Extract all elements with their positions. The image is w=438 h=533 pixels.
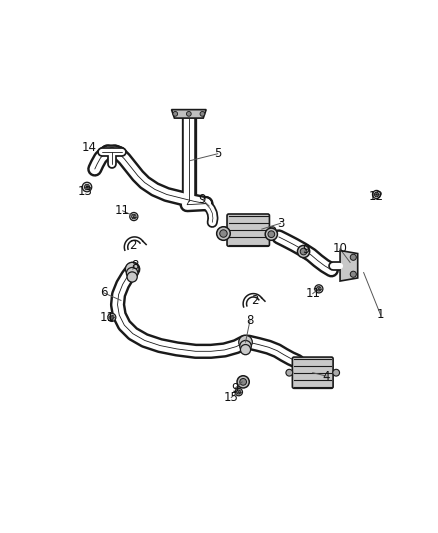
- Polygon shape: [340, 251, 358, 281]
- Text: 14: 14: [82, 141, 97, 154]
- Circle shape: [240, 344, 251, 354]
- Text: 4: 4: [322, 369, 330, 383]
- Text: 11: 11: [100, 311, 115, 324]
- Text: 9: 9: [231, 382, 238, 395]
- Text: 8: 8: [246, 314, 254, 327]
- Circle shape: [127, 268, 138, 279]
- Circle shape: [130, 213, 138, 221]
- Polygon shape: [172, 110, 206, 118]
- Circle shape: [374, 192, 379, 197]
- Text: 9: 9: [199, 193, 206, 206]
- Text: 9: 9: [302, 243, 310, 256]
- Circle shape: [82, 182, 92, 192]
- Circle shape: [237, 390, 241, 394]
- Circle shape: [240, 341, 251, 352]
- Text: 6: 6: [100, 286, 108, 300]
- Text: 1: 1: [377, 309, 385, 321]
- Circle shape: [240, 378, 247, 385]
- Circle shape: [127, 272, 137, 282]
- Circle shape: [300, 248, 307, 255]
- Text: 8: 8: [131, 259, 138, 272]
- Text: 2: 2: [129, 239, 137, 252]
- Circle shape: [268, 231, 275, 238]
- Circle shape: [269, 227, 276, 233]
- Text: 11: 11: [115, 204, 130, 217]
- Circle shape: [108, 313, 116, 321]
- Text: 15: 15: [224, 391, 239, 404]
- Circle shape: [131, 214, 136, 219]
- Text: 10: 10: [332, 243, 347, 255]
- Circle shape: [265, 228, 277, 240]
- Circle shape: [333, 369, 339, 376]
- Text: 5: 5: [214, 147, 221, 160]
- Circle shape: [217, 227, 230, 240]
- Text: 3: 3: [277, 217, 284, 230]
- Circle shape: [221, 227, 227, 233]
- Circle shape: [110, 315, 114, 320]
- FancyBboxPatch shape: [227, 214, 269, 246]
- Circle shape: [372, 190, 381, 199]
- Circle shape: [239, 335, 252, 349]
- Text: 2: 2: [251, 294, 259, 307]
- Circle shape: [237, 376, 249, 388]
- Circle shape: [173, 111, 178, 116]
- Circle shape: [85, 184, 90, 190]
- Circle shape: [200, 111, 205, 116]
- Circle shape: [315, 285, 323, 293]
- Circle shape: [286, 369, 293, 376]
- FancyBboxPatch shape: [293, 357, 333, 389]
- Text: 11: 11: [305, 287, 320, 300]
- Text: 13: 13: [77, 184, 92, 198]
- Circle shape: [235, 389, 243, 396]
- Text: 12: 12: [369, 190, 384, 203]
- Circle shape: [350, 254, 357, 260]
- Circle shape: [187, 111, 191, 116]
- Circle shape: [297, 245, 310, 257]
- Circle shape: [220, 230, 227, 237]
- Circle shape: [317, 287, 321, 291]
- Circle shape: [350, 271, 357, 277]
- Circle shape: [125, 262, 139, 276]
